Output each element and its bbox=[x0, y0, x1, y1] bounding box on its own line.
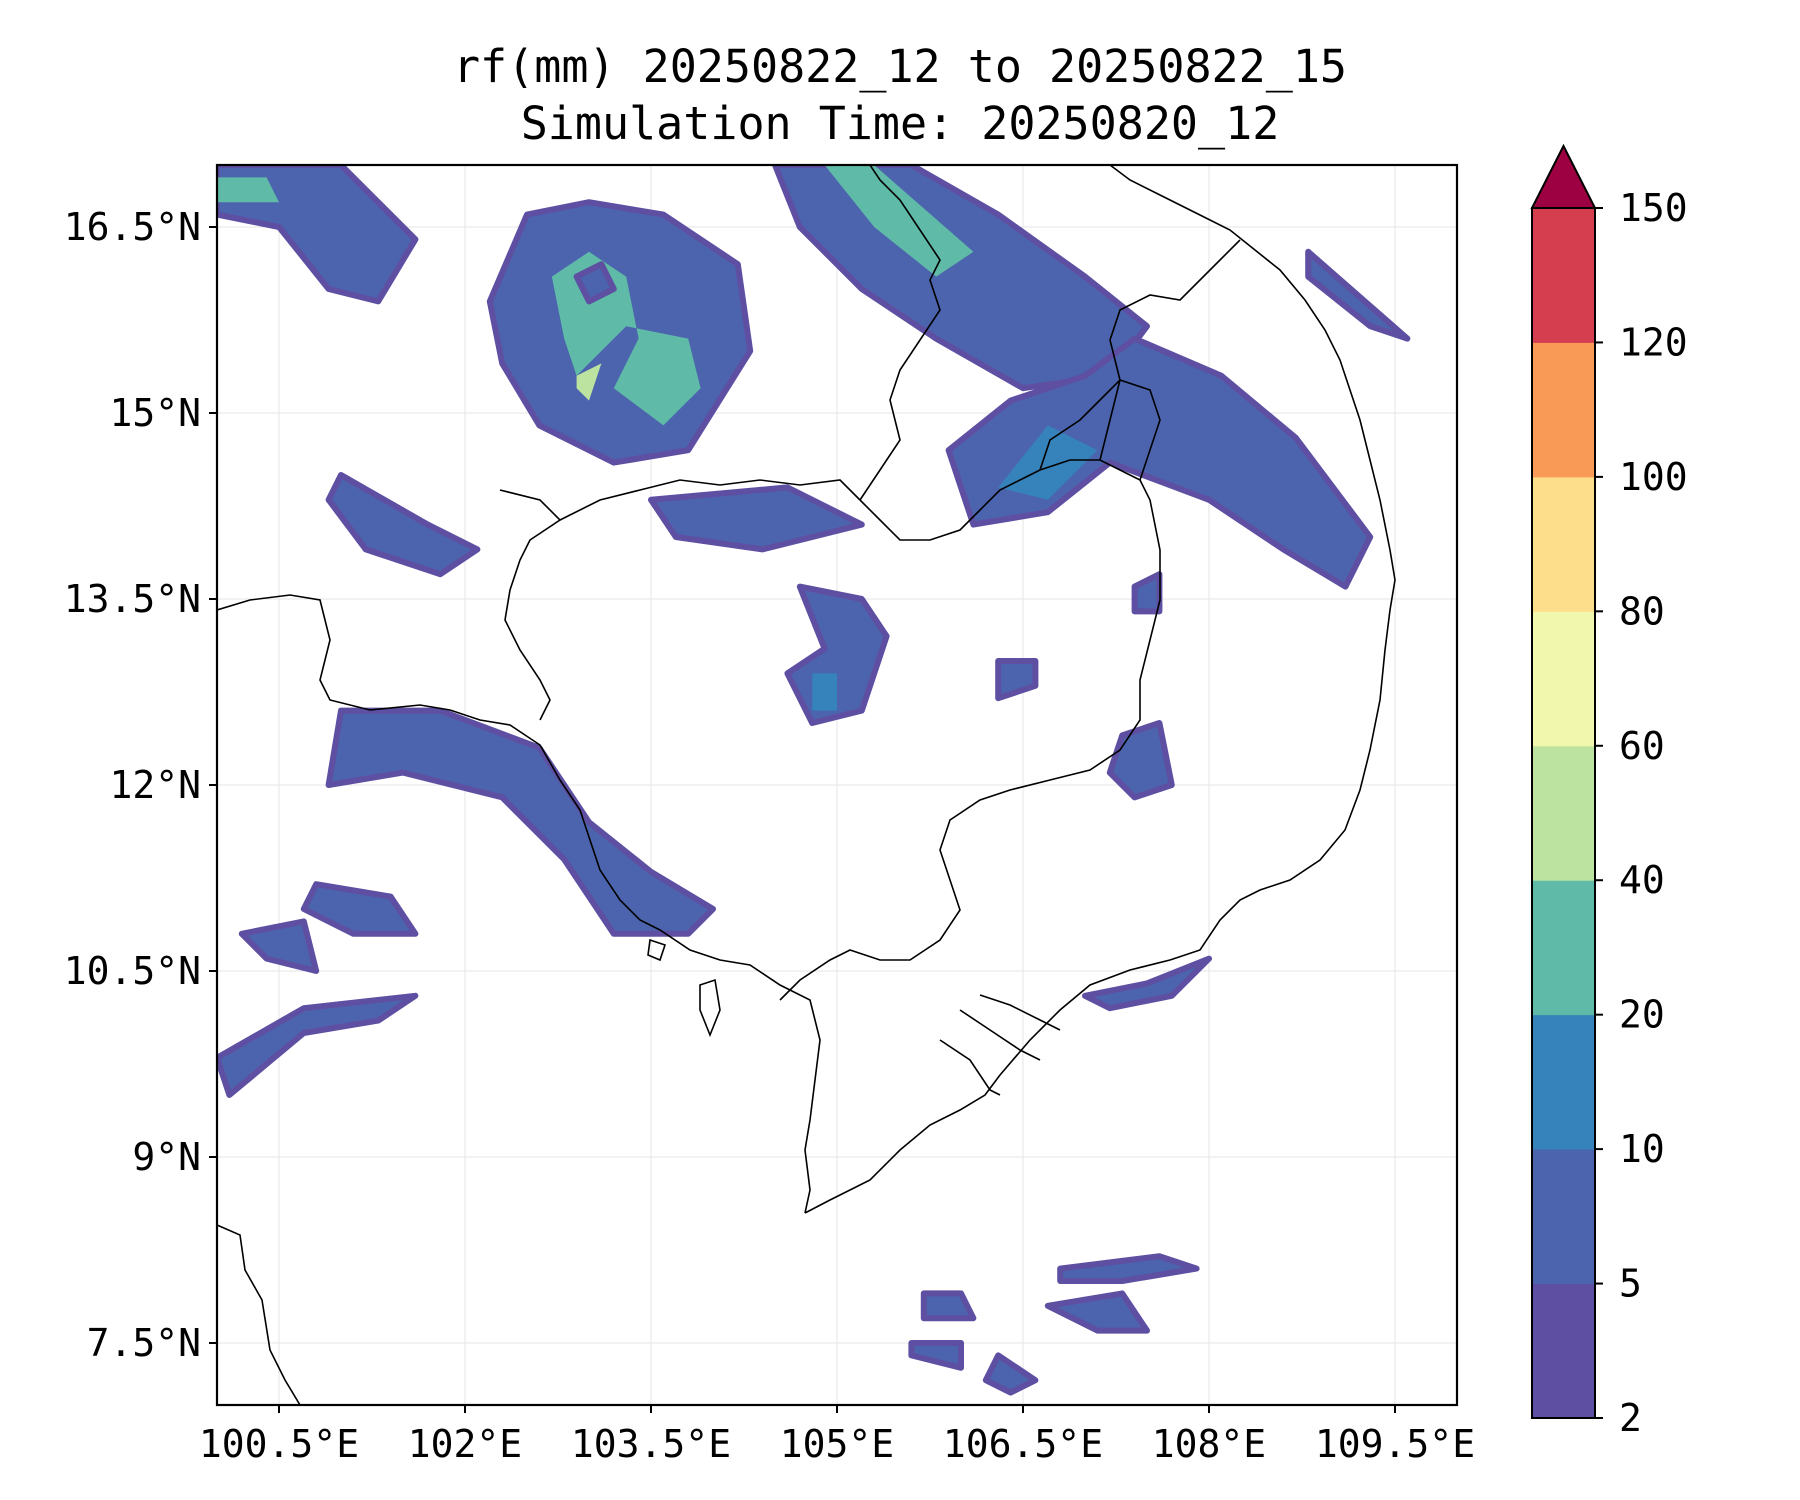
colorbar-tick-label: 120 bbox=[1619, 320, 1688, 364]
y-tick-label: 15°N bbox=[109, 391, 201, 435]
rain-area-sw-streak bbox=[217, 992, 419, 1098]
coastline bbox=[804, 165, 1396, 1214]
longitude-axis: 100.5°E 102°E 103.5°E 105°E 106.5°E 108°E 109.… bbox=[199, 1405, 1475, 1466]
rain-area-south-sea-3 bbox=[920, 1290, 977, 1322]
delta-channel bbox=[939, 1039, 1001, 1096]
colorbar-tick-label: 10 bbox=[1619, 1127, 1665, 1171]
country-border bbox=[499, 489, 562, 721]
rainfall-contours bbox=[217, 165, 1411, 1396]
coastline bbox=[449, 709, 821, 1214]
rain-area-mid-patch bbox=[648, 484, 865, 553]
colorbar-segment bbox=[1532, 1283, 1595, 1419]
country-border bbox=[217, 594, 451, 711]
coastlines-borders bbox=[217, 165, 1396, 1405]
country-border bbox=[1099, 239, 1241, 461]
rain-area-gulf-coast bbox=[325, 707, 716, 937]
x-tick-label: 105°E bbox=[780, 1422, 894, 1466]
colorbar-segment bbox=[1532, 880, 1595, 1016]
colorbar-frame bbox=[1531, 207, 1596, 1419]
island bbox=[699, 978, 721, 1038]
colorbar-tick-label: 100 bbox=[1619, 455, 1688, 499]
rain-area-mid-small-1 bbox=[995, 658, 1039, 702]
colorbar-tick-label: 5 bbox=[1619, 1262, 1642, 1306]
colorbar-segment bbox=[1532, 745, 1595, 881]
rain-core-ne-band bbox=[824, 165, 974, 277]
map-title-line-1: rf(mm) 20250822_12 to 20250822_15 bbox=[452, 40, 1348, 93]
colorbar-tick-label: 20 bbox=[1619, 993, 1665, 1037]
rain-area-south-sea-1 bbox=[1057, 1253, 1200, 1284]
latitude-axis: 7.5°N 9°N 10.5°N 12°N 13.5°N 15°N 16.5°N bbox=[64, 205, 217, 1365]
rain-area-mekong-delta-coast bbox=[1082, 955, 1212, 1012]
colorbar-tick-label: 2 bbox=[1619, 1396, 1642, 1440]
rain-area-south-sea-5 bbox=[982, 1352, 1039, 1396]
x-tick-label: 100.5°E bbox=[199, 1422, 359, 1466]
x-tick-label: 106.5°E bbox=[943, 1422, 1103, 1466]
colorbar-tick-label: 40 bbox=[1619, 858, 1665, 902]
y-tick-label: 10.5°N bbox=[64, 949, 201, 993]
rain-area-south-sea-4 bbox=[908, 1340, 964, 1371]
rain-area-sw-blob bbox=[300, 881, 419, 937]
x-tick-label: 109.5°E bbox=[1315, 1422, 1475, 1466]
country-border bbox=[859, 165, 941, 501]
rain-core-north-mid-peak bbox=[576, 363, 602, 401]
colorbar-segment bbox=[1532, 208, 1595, 343]
coastline bbox=[217, 1224, 301, 1405]
rain-area-mid-small-2 bbox=[1131, 571, 1163, 615]
rain-area-south-sea-2 bbox=[1044, 1290, 1150, 1334]
colorbar: 2 5 10 20 40 60 80 100 120 150 bbox=[1530, 143, 1688, 1440]
colorbar-segment bbox=[1532, 1149, 1595, 1285]
rain-core-center-blob bbox=[812, 673, 837, 711]
delta-channel bbox=[959, 1009, 1041, 1061]
colorbar-segment bbox=[1532, 1014, 1595, 1150]
rain-area-north-mid-peak bbox=[573, 261, 617, 305]
colorbar-extend-arrow bbox=[1530, 143, 1597, 209]
island bbox=[647, 938, 667, 962]
y-tick-label: 7.5°N bbox=[87, 1321, 201, 1365]
rain-core-nw-corner bbox=[217, 177, 279, 203]
y-tick-label: 16.5°N bbox=[64, 205, 201, 249]
map-title-line-2: Simulation Time: 20250820_12 bbox=[520, 97, 1280, 150]
delta-channel bbox=[979, 994, 1061, 1031]
colorbar-tick-label: 60 bbox=[1619, 724, 1665, 768]
x-tick-label: 102°E bbox=[408, 1422, 522, 1466]
rain-area-west-blob bbox=[325, 472, 481, 578]
y-tick-label: 9°N bbox=[132, 1135, 201, 1179]
x-tick-label: 103.5°E bbox=[571, 1422, 731, 1466]
rain-area-east-band bbox=[945, 335, 1374, 590]
colorbar-segment bbox=[1532, 476, 1595, 612]
colorbar-segment bbox=[1532, 611, 1595, 747]
x-tick-label: 108°E bbox=[1152, 1422, 1266, 1466]
country-border bbox=[559, 459, 1161, 1001]
y-tick-label: 13.5°N bbox=[64, 577, 201, 621]
rain-area-se-streak bbox=[1305, 248, 1411, 342]
colorbar-tick-label: 80 bbox=[1619, 589, 1665, 633]
rain-core-east-band bbox=[998, 425, 1098, 500]
y-tick-label: 12°N bbox=[109, 763, 201, 807]
rain-area-sw-small bbox=[238, 918, 320, 974]
colorbar-segment bbox=[1532, 342, 1595, 478]
colorbar-tick-label: 150 bbox=[1619, 186, 1688, 230]
